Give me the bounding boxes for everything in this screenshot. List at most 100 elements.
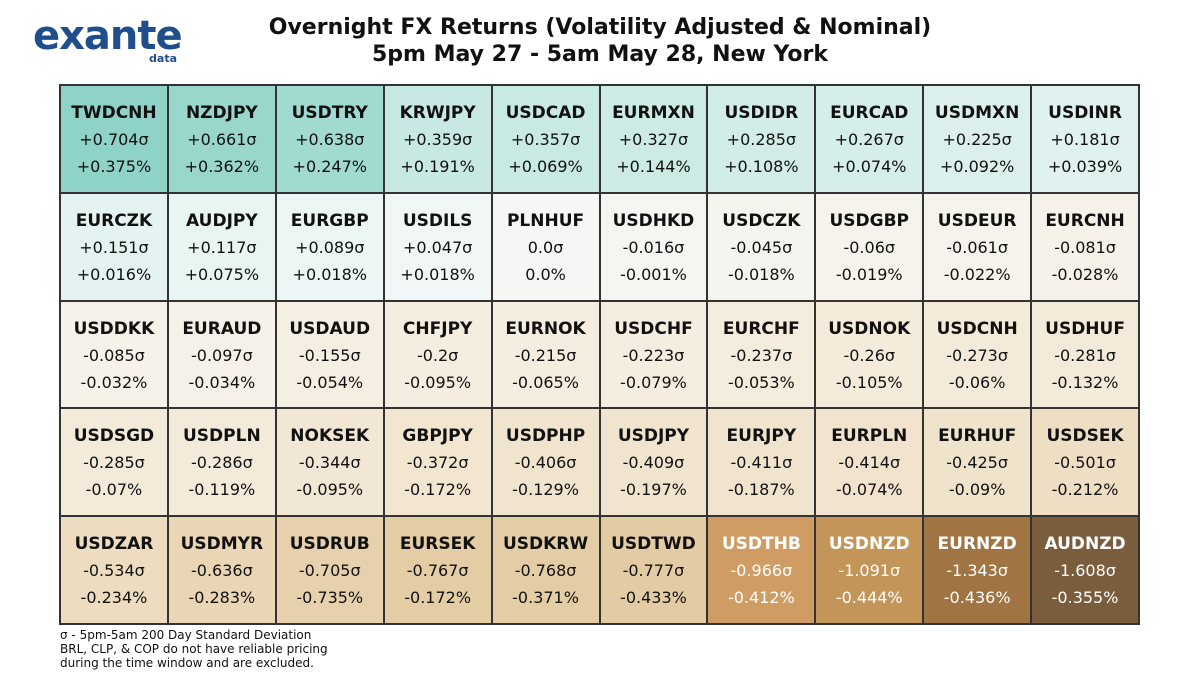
fx-vol-adjusted-value: -0.286σ xyxy=(190,453,253,473)
fx-cell-eurgbp: EURGBP +0.089σ +0.018% xyxy=(275,192,384,301)
footnote-line-2: BRL, CLP, & COP do not have reliable pri… xyxy=(60,642,328,656)
fx-nominal-value: -0.129% xyxy=(512,480,579,500)
fx-pair-label: USDCAD xyxy=(505,103,586,123)
fx-nominal-value: -0.371% xyxy=(512,588,579,608)
fx-pair-label: PLNHUF xyxy=(506,210,585,231)
fx-nominal-value: -0.001% xyxy=(620,264,687,284)
fx-cell-usdchf: USDCHF -0.223σ -0.079% xyxy=(599,300,708,409)
logo-subtext: data xyxy=(149,52,177,65)
fx-pair-label: EURSEK xyxy=(399,534,476,555)
fx-pair-label: USDTRY xyxy=(291,103,368,123)
logo-wordmark: exante xyxy=(33,13,183,59)
fx-cell-usdjpy: USDJPY -0.409σ -0.197% xyxy=(599,408,708,517)
fx-pair-label: NZDJPY xyxy=(185,103,258,123)
fx-pair-label: USDCHF xyxy=(614,318,693,339)
fx-nominal-value: +0.144% xyxy=(616,157,691,176)
fx-pair-label: USDTWD xyxy=(611,534,696,555)
fx-nominal-value: -0.234% xyxy=(80,588,148,608)
fx-cell-usdtry: USDTRY +0.638σ +0.247% xyxy=(275,85,384,193)
fx-pair-label: GBPJPY xyxy=(402,426,473,447)
fx-nominal-value: +0.039% xyxy=(1047,157,1123,176)
fx-pair-label: USDMXN xyxy=(934,103,1020,123)
fx-nominal-value: -0.032% xyxy=(80,372,148,392)
fx-vol-adjusted-value: +0.704σ xyxy=(79,130,149,149)
fx-nominal-value: -0.212% xyxy=(1051,480,1119,500)
fx-cell-plnhuf: PLNHUF 0.0σ 0.0% xyxy=(491,192,600,301)
fx-vol-adjusted-value: +0.359σ xyxy=(402,130,473,149)
fx-pair-label: USDNZD xyxy=(828,534,910,555)
fx-cell-usdinr: USDINR +0.181σ +0.039% xyxy=(1031,85,1139,193)
fx-vol-adjusted-value: +0.047σ xyxy=(402,237,473,257)
fx-vol-adjusted-value: -0.045σ xyxy=(730,237,793,257)
fx-pair-label: KRWJPY xyxy=(399,103,476,123)
fx-cell-eurcad: EURCAD +0.267σ +0.074% xyxy=(815,85,924,193)
fx-vol-adjusted-value: +0.267σ xyxy=(834,130,904,149)
fx-cell-usdpln: USDPLN -0.286σ -0.119% xyxy=(167,408,276,517)
fx-nominal-value: +0.092% xyxy=(939,157,1015,176)
fx-pair-label: EURPLN xyxy=(831,426,908,447)
fx-nominal-value: +0.074% xyxy=(832,157,907,176)
fx-cell-eurnzd: EURNZD -1.343σ -0.436% xyxy=(923,516,1032,624)
fx-nominal-value: -0.07% xyxy=(85,480,143,500)
fx-nominal-value: +0.075% xyxy=(184,264,260,284)
title-block: Overnight FX Returns (Volatility Adjuste… xyxy=(200,14,1000,68)
fx-nominal-value: -0.065% xyxy=(512,372,579,392)
fx-vol-adjusted-value: -0.2σ xyxy=(416,345,459,365)
exante-logo: exante data xyxy=(33,12,183,68)
fx-cell-eurcnh: EURCNH -0.081σ -0.028% xyxy=(1031,192,1139,301)
fx-pair-label: EURCNH xyxy=(1045,210,1125,231)
fx-vol-adjusted-value: -0.016σ xyxy=(622,237,685,257)
fx-pair-label: AUDJPY xyxy=(186,210,258,231)
fx-pair-label: USDRUB xyxy=(289,534,370,555)
fx-vol-adjusted-value: -0.411σ xyxy=(730,453,793,473)
fx-vol-adjusted-value: 0.0σ xyxy=(527,237,564,257)
fx-nominal-value: -0.132% xyxy=(1051,372,1119,392)
fx-pair-label: EURMXN xyxy=(612,103,695,123)
fx-vol-adjusted-value: +0.089σ xyxy=(295,237,365,257)
fx-nominal-value: +0.247% xyxy=(292,157,367,176)
fx-pair-label: USDEUR xyxy=(937,210,1017,231)
fx-vol-adjusted-value: -0.777σ xyxy=(622,561,685,581)
fx-vol-adjusted-value: -1.343σ xyxy=(946,561,1008,581)
fx-pair-label: USDSGD xyxy=(73,426,155,447)
fx-vol-adjusted-value: -0.081σ xyxy=(1054,237,1116,257)
fx-cell-usddkk: USDDKK -0.085σ -0.032% xyxy=(60,300,168,409)
fx-vol-adjusted-value: +0.661σ xyxy=(187,130,257,149)
fx-vol-adjusted-value: +0.285σ xyxy=(726,130,797,149)
fx-cell-twdcnh: TWDCNH +0.704σ +0.375% xyxy=(60,85,168,193)
fx-pair-label: USDAUD xyxy=(289,318,371,339)
fx-pair-label: EURNZD xyxy=(937,534,1017,555)
fx-vol-adjusted-value: -0.406σ xyxy=(514,453,577,473)
footnote-line-3: during the time window and are excluded. xyxy=(60,656,314,670)
fx-vol-adjusted-value: -1.608σ xyxy=(1054,561,1116,581)
fx-cell-usdcad: USDCAD +0.357σ +0.069% xyxy=(491,85,600,193)
fx-nominal-value: -0.09% xyxy=(948,480,1006,500)
fx-nominal-value: -0.06% xyxy=(948,372,1006,392)
fx-nominal-value: -0.105% xyxy=(835,372,903,392)
fx-nominal-value: 0.0% xyxy=(525,264,566,284)
fx-nominal-value: -0.355% xyxy=(1051,588,1119,608)
fx-vol-adjusted-value: -0.705σ xyxy=(298,561,361,581)
fx-cell-usdcnh: USDCNH -0.273σ -0.06% xyxy=(923,300,1032,409)
fx-cell-usdmxn: USDMXN +0.225σ +0.092% xyxy=(923,85,1032,193)
fx-pair-label: USDGBP xyxy=(829,210,909,231)
fx-cell-usdhuf: USDHUF -0.281σ -0.132% xyxy=(1031,300,1139,409)
fx-vol-adjusted-value: -0.414σ xyxy=(838,453,901,473)
fx-cell-usdeur: USDEUR -0.061σ -0.022% xyxy=(923,192,1032,301)
fx-vol-adjusted-value: -0.768σ xyxy=(514,561,577,581)
fx-pair-label: USDPHP xyxy=(505,426,586,447)
fx-vol-adjusted-value: -0.281σ xyxy=(1054,345,1116,365)
fx-pair-label: USDPLN xyxy=(183,426,261,447)
fx-pair-label: USDDKK xyxy=(73,318,155,339)
fx-nominal-value: +0.375% xyxy=(76,157,152,176)
fx-cell-usdgbp: USDGBP -0.06σ -0.019% xyxy=(815,192,924,301)
fx-cell-usdaud: USDAUD -0.155σ -0.054% xyxy=(275,300,384,409)
fx-returns-grid: TWDCNH +0.704σ +0.375% NZDJPY +0.661σ +0.362%… xyxy=(59,84,1140,625)
fx-nominal-value: -0.054% xyxy=(296,372,364,392)
fx-pair-label: USDZAR xyxy=(74,534,154,555)
fx-vol-adjusted-value: -0.409σ xyxy=(622,453,685,473)
fx-cell-eurczk: EURCZK +0.151σ +0.016% xyxy=(60,192,168,301)
fx-vol-adjusted-value: -0.344σ xyxy=(298,453,361,473)
fx-vol-adjusted-value: -0.097σ xyxy=(190,345,253,365)
fx-pair-label: EURCZK xyxy=(75,210,153,231)
